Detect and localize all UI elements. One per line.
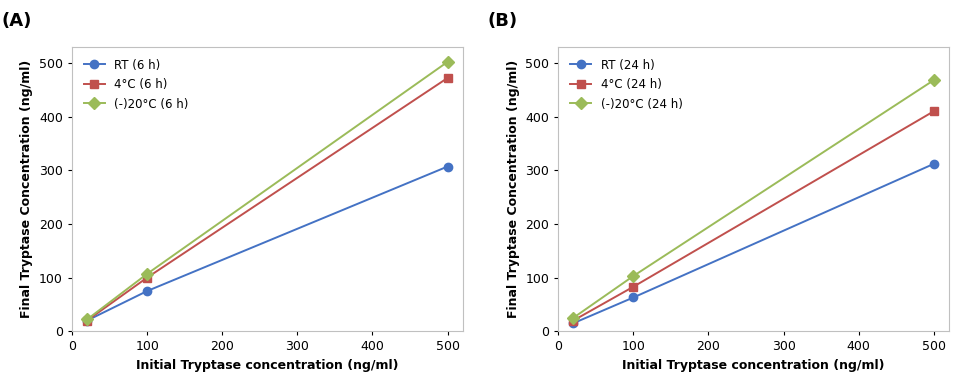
4°C (6 h)	[141, 275, 153, 280]
(-)20°C (24 h)	[567, 316, 579, 320]
Legend: RT (24 h), 4°C (24 h), (-)20°C (24 h): RT (24 h), 4°C (24 h), (-)20°C (24 h)	[564, 53, 688, 116]
4°C (24 h)	[567, 318, 579, 323]
4°C (24 h)	[928, 109, 940, 113]
Line: (-)20°C (24 h): (-)20°C (24 h)	[569, 76, 938, 322]
(-)20°C (6 h)	[82, 317, 93, 322]
Text: (A): (A)	[2, 12, 32, 30]
Line: RT (6 h): RT (6 h)	[83, 162, 452, 325]
(-)20°C (6 h)	[141, 272, 153, 276]
RT (24 h)	[567, 321, 579, 326]
Line: 4°C (24 h): 4°C (24 h)	[569, 107, 938, 325]
(-)20°C (24 h)	[928, 78, 940, 82]
X-axis label: Initial Tryptase concentration (ng/ml): Initial Tryptase concentration (ng/ml)	[622, 359, 885, 372]
Text: (B): (B)	[488, 12, 518, 30]
Line: RT (24 h): RT (24 h)	[569, 160, 938, 327]
4°C (6 h)	[82, 318, 93, 323]
RT (6 h)	[141, 289, 153, 293]
Line: 4°C (6 h): 4°C (6 h)	[83, 74, 452, 325]
RT (6 h)	[442, 164, 453, 169]
RT (24 h)	[928, 162, 940, 166]
(-)20°C (6 h)	[442, 59, 453, 64]
(-)20°C (24 h)	[628, 274, 639, 278]
X-axis label: Initial Tryptase concentration (ng/ml): Initial Tryptase concentration (ng/ml)	[136, 359, 398, 372]
Legend: RT (6 h), 4°C (6 h), (-)20°C (6 h): RT (6 h), 4°C (6 h), (-)20°C (6 h)	[78, 53, 195, 116]
Y-axis label: Final Tryptase Concentration (ng/ml): Final Tryptase Concentration (ng/ml)	[20, 60, 34, 318]
RT (24 h)	[628, 295, 639, 300]
4°C (24 h)	[628, 285, 639, 289]
Y-axis label: Final Tryptase Concentration (ng/ml): Final Tryptase Concentration (ng/ml)	[507, 60, 519, 318]
4°C (6 h)	[442, 75, 453, 80]
Line: (-)20°C (6 h): (-)20°C (6 h)	[83, 58, 452, 324]
RT (6 h)	[82, 318, 93, 323]
